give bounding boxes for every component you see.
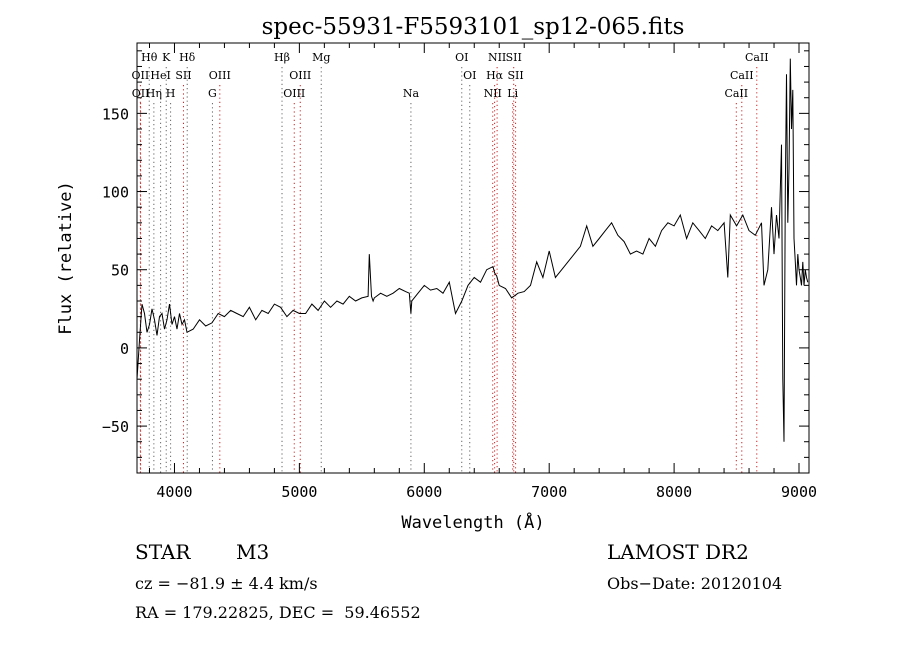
spectral-line-label: OII bbox=[132, 87, 150, 100]
spectral-line-label: Hδ bbox=[179, 51, 196, 64]
chart-title: spec-55931-F5593101_sp12-065.fits bbox=[262, 14, 685, 40]
spectral-line-label: Na bbox=[403, 87, 420, 100]
spectral-line-label: Hα bbox=[486, 69, 504, 82]
spectral-line-label: OI bbox=[463, 69, 476, 82]
spectral-line-label: OIII bbox=[283, 87, 305, 100]
spectral-line-label: Li bbox=[507, 87, 518, 100]
spectral-line-label: CaII bbox=[745, 51, 769, 64]
plot-frame bbox=[136, 42, 810, 474]
spectral-line-label: K bbox=[162, 51, 171, 64]
y-tick-label: 0 bbox=[120, 340, 129, 358]
spectral-line-label: OII bbox=[132, 69, 150, 82]
object-subclass: M3 bbox=[236, 540, 270, 564]
spectral-line-label: SII bbox=[507, 69, 523, 82]
spectral-line-label: Hη bbox=[146, 87, 162, 100]
spectral-line-label: Mg bbox=[312, 51, 330, 64]
x-axis-label: Wavelength (Å) bbox=[401, 511, 544, 533]
y-tick-label: 150 bbox=[102, 105, 129, 123]
spectral-line-label: G bbox=[208, 87, 217, 100]
x-tick-label: 9000 bbox=[781, 483, 817, 501]
spectral-line-label: OIII bbox=[209, 69, 231, 82]
spectral-line-label: NII bbox=[488, 51, 506, 64]
object-class: STAR bbox=[135, 540, 191, 564]
spectral-line-label: Hβ bbox=[274, 51, 290, 64]
x-tick-label: 5000 bbox=[281, 483, 317, 501]
sky-coordinates: RA = 179.22825, DEC = 59.46552 bbox=[135, 603, 421, 622]
y-tick-label: 100 bbox=[102, 184, 129, 202]
spectral-line-label: H bbox=[166, 87, 176, 100]
spectral-line-label: SII bbox=[506, 51, 522, 64]
spectral-line-label: OI bbox=[455, 51, 468, 64]
redshift-velocity: cz = −81.9 ± 4.4 km/s bbox=[135, 574, 318, 593]
x-axis: 4000 5000 6000 7000 8000 9000 bbox=[148, 43, 817, 501]
spectral-line-label: NII bbox=[484, 87, 502, 100]
x-tick-label: 7000 bbox=[531, 483, 567, 501]
plot-area bbox=[137, 58, 809, 442]
spectrum-series-line bbox=[137, 58, 809, 442]
spectral-line-label: CaII bbox=[724, 87, 748, 100]
spectral-line-label: OIII bbox=[289, 69, 311, 82]
observation-date: Obs−Date: 20120104 bbox=[607, 574, 783, 593]
x-tick-label: 6000 bbox=[406, 483, 442, 501]
x-tick-label: 4000 bbox=[156, 483, 192, 501]
y-axis-label: Flux (relative) bbox=[56, 181, 76, 335]
survey-name: LAMOST DR2 bbox=[607, 540, 749, 564]
spectral-line-label: Hθ bbox=[141, 51, 158, 64]
spectral-line-label: SII bbox=[175, 69, 191, 82]
spectral-line-label: HeI bbox=[150, 69, 170, 82]
y-tick-label: 50 bbox=[111, 262, 129, 280]
spectral-line-label: CaII bbox=[730, 69, 754, 82]
x-tick-label: 8000 bbox=[656, 483, 692, 501]
y-axis: −50 0 50 100 150 bbox=[102, 50, 809, 458]
y-tick-label: −50 bbox=[102, 418, 129, 436]
